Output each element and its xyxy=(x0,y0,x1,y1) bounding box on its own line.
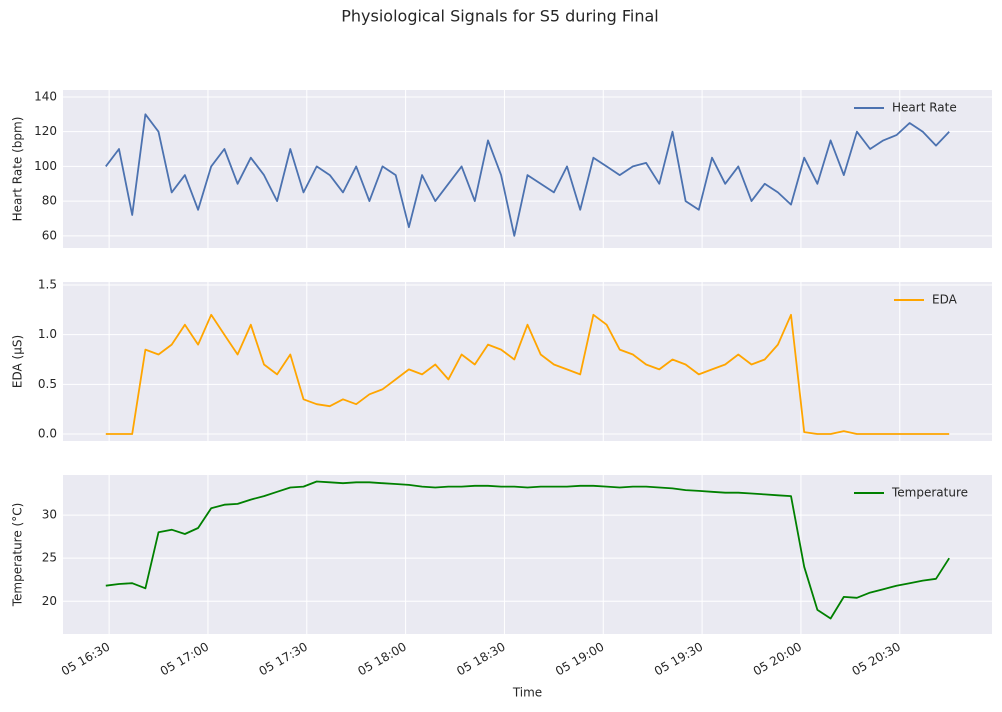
legend-label: EDA xyxy=(932,293,958,307)
y-tick-label: 25 xyxy=(42,551,57,565)
x-axis-label: Time xyxy=(512,686,542,700)
x-tick-label: 05 18:00 xyxy=(355,640,408,679)
y-axis-label: Temperature (°C) xyxy=(11,503,25,608)
x-tick-label: 05 19:30 xyxy=(652,640,705,679)
y-tick-label: 1.5 xyxy=(38,277,57,291)
y-tick-label: 1.0 xyxy=(38,327,57,341)
series-line xyxy=(105,313,950,435)
y-axis-label: EDA (µS) xyxy=(11,335,25,388)
series-line xyxy=(105,113,950,237)
x-tick-label: 05 16:30 xyxy=(59,640,112,679)
y-tick-label: 0.5 xyxy=(38,377,57,391)
y-tick-label: 30 xyxy=(42,508,57,522)
y-tick-label: 100 xyxy=(34,159,57,173)
x-tick-label: 05 19:00 xyxy=(553,640,606,679)
y-tick-label: 0.0 xyxy=(38,427,57,441)
y-tick-label: 140 xyxy=(34,89,57,103)
x-tick-label: 05 20:30 xyxy=(850,640,903,679)
x-tick-label: 05 20:00 xyxy=(751,640,804,679)
legend-label: Temperature xyxy=(891,486,968,500)
plot-area xyxy=(63,282,992,441)
x-tick-label: 05 17:30 xyxy=(257,640,310,679)
legend-label: Heart Rate xyxy=(892,101,957,115)
y-tick-label: 60 xyxy=(42,228,57,242)
y-tick-label: 20 xyxy=(42,594,57,608)
plot-area xyxy=(63,90,992,248)
y-axis-label: Heart Rate (bpm) xyxy=(11,117,25,222)
series-line xyxy=(105,480,950,620)
figure-title: Physiological Signals for S5 during Fina… xyxy=(341,7,658,26)
y-tick-label: 120 xyxy=(34,124,57,138)
y-tick-label: 80 xyxy=(42,194,57,208)
x-tick-label: 05 18:30 xyxy=(454,640,507,679)
plot-area xyxy=(63,475,992,634)
x-tick-label: 05 17:00 xyxy=(158,640,211,679)
